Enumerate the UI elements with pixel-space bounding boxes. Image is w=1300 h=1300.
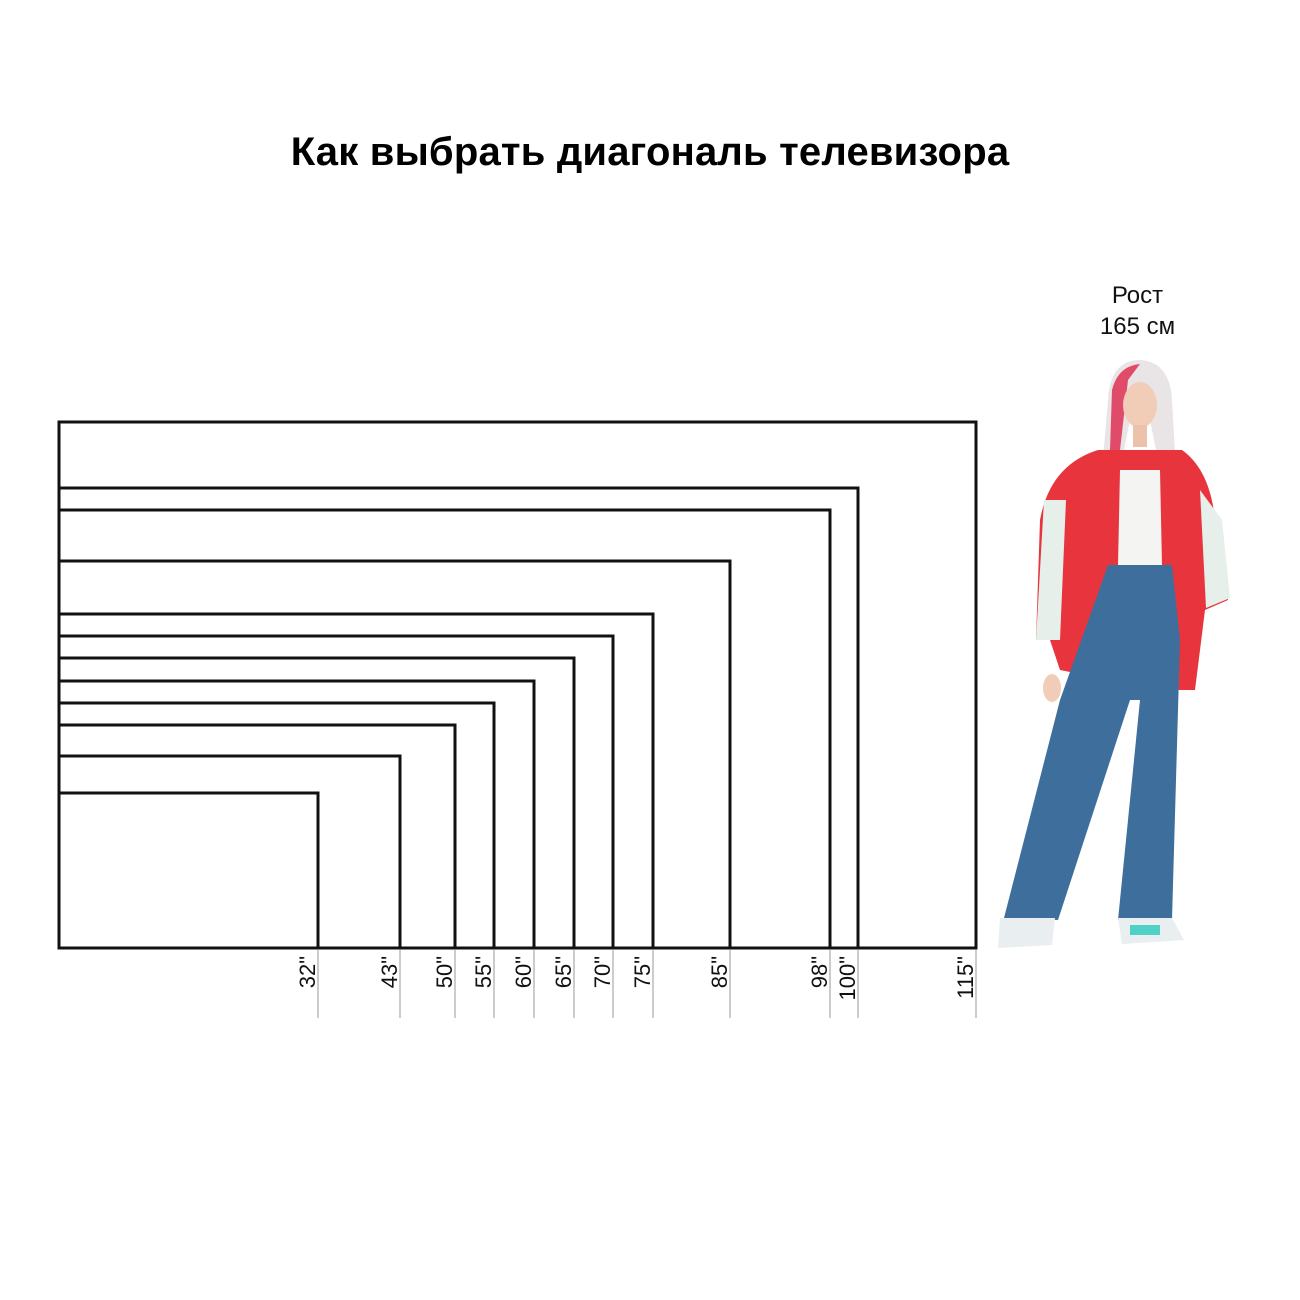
person-shoe-left xyxy=(998,918,1055,948)
tv-frame-43 xyxy=(57,754,402,950)
size-label: 50" xyxy=(432,956,457,988)
person-hair-streak xyxy=(1110,364,1140,450)
person-sleeve-right xyxy=(1200,490,1230,608)
page-title: Как выбрать диагональ телевизора xyxy=(290,130,1010,174)
size-label: 65" xyxy=(551,956,576,988)
tv-frame-32 xyxy=(57,791,320,950)
tv-frame-100 xyxy=(57,486,860,950)
size-label: 55" xyxy=(471,956,496,988)
person-hand xyxy=(1043,674,1061,702)
person-neck xyxy=(1133,425,1147,447)
size-label: 100" xyxy=(835,956,860,1001)
size-label: 98" xyxy=(807,956,832,988)
height-label-line1: Рост xyxy=(1111,282,1164,309)
tv-frame-98 xyxy=(57,508,832,950)
tv-frame-115 xyxy=(57,420,978,950)
tv-frame-60 xyxy=(57,679,536,950)
size-label: 75" xyxy=(630,956,655,988)
size-label: 115" xyxy=(953,956,978,999)
tv-frame-50 xyxy=(57,723,457,950)
size-label: 43" xyxy=(377,956,402,988)
person-top xyxy=(1118,470,1162,565)
person-jacket xyxy=(1036,450,1228,690)
size-label: 70" xyxy=(590,956,615,988)
size-label: 85" xyxy=(707,956,732,988)
height-label: Рост 165 см xyxy=(1080,280,1195,342)
tv-frame-55 xyxy=(57,701,496,950)
person-illustration xyxy=(998,360,1230,948)
height-label-line2: 165 см xyxy=(1099,313,1176,340)
person-face xyxy=(1123,382,1157,428)
person-jeans xyxy=(1004,565,1180,920)
tv-frame-75 xyxy=(57,612,655,950)
size-label: 32" xyxy=(295,956,320,988)
person-sleeve-left xyxy=(1036,500,1066,640)
person-shoe-accent xyxy=(1130,925,1160,935)
size-label: 60" xyxy=(511,956,536,988)
